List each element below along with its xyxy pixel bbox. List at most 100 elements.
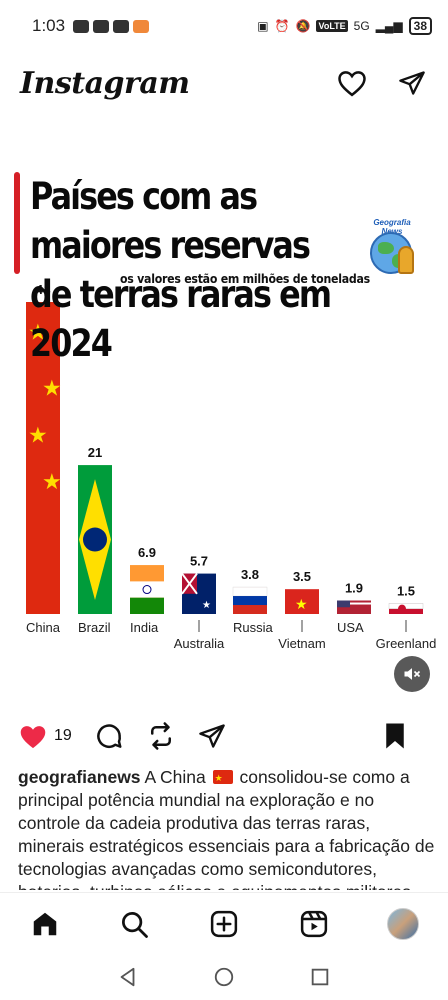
value-label-china: 44 xyxy=(36,282,51,297)
brazil-globe xyxy=(83,527,107,552)
app-notification-icon xyxy=(113,19,130,33)
bar-china xyxy=(26,302,60,614)
india-green-band xyxy=(130,597,164,614)
avatar xyxy=(387,907,420,940)
china-star-icon: ★ xyxy=(42,377,62,402)
comment-icon xyxy=(96,724,122,748)
like-button[interactable]: 19 xyxy=(18,723,72,750)
nav-reels[interactable] xyxy=(294,904,334,944)
greenland-white-band xyxy=(388,603,424,609)
alarm-icon: ⏰ xyxy=(274,19,290,33)
bar-chart: ★ ★ ★ ★ 44 China 21 Brazil 6.9 India ★ 5.7 Australia… xyxy=(26,282,437,651)
chart-title-line1: Países com as maiores reservas xyxy=(30,175,311,267)
australia-star-icon: ★ xyxy=(202,600,211,611)
status-time: 1:03 xyxy=(32,16,66,35)
recents-icon[interactable] xyxy=(309,966,331,988)
bookmark-icon xyxy=(386,723,404,749)
chess-knight-icon xyxy=(398,246,414,274)
chart-title: Países com as maiores reservas de terras… xyxy=(30,172,391,368)
mute-bell-icon: 🔕 xyxy=(295,19,311,33)
comment-button[interactable] xyxy=(94,721,124,751)
status-bar: 1:03 ▣ ⏰ 🔕 VoLTE 5G ▂▄▆ 38 xyxy=(0,0,448,52)
home-circle-icon[interactable] xyxy=(213,966,235,988)
repost-button[interactable] xyxy=(146,721,176,751)
australia-union-cross xyxy=(181,572,198,595)
geografia-news-logo: Geografia News xyxy=(364,218,420,278)
russia-blue-band xyxy=(233,596,267,606)
category-label-vietnam: Vietnam xyxy=(278,636,325,651)
caption-username[interactable]: geografianews xyxy=(18,767,141,787)
value-label-greenland: 1.5 xyxy=(397,583,415,598)
russia-white-band xyxy=(232,586,268,597)
share-icon xyxy=(198,724,225,748)
network-label: 5G xyxy=(353,19,370,33)
system-navigation xyxy=(0,954,448,1000)
nav-create[interactable] xyxy=(204,904,244,944)
value-label-vietnam: 3.5 xyxy=(293,569,311,584)
value-label-india: 6.9 xyxy=(138,545,156,560)
chart-card: ★ ★ ★ ★ 44 China 21 Brazil 6.9 India ★ 5.7 Australia… xyxy=(4,120,444,700)
india-white-band xyxy=(130,581,164,598)
vietnam-star-icon: ★ xyxy=(295,596,308,612)
bar-vietnam xyxy=(285,589,319,614)
share-button[interactable] xyxy=(198,722,226,750)
header-actions xyxy=(336,67,428,99)
value-label-usa: 1.9 xyxy=(345,581,363,596)
status-right: ▣ ⏰ 🔕 VoLTE 5G ▂▄▆ 38 xyxy=(257,17,432,35)
category-label-greenland: Greenland xyxy=(376,636,437,651)
repost-icon xyxy=(150,722,171,750)
china-star-icon: ★ xyxy=(28,423,48,448)
heart-filled-icon xyxy=(20,725,46,748)
value-label-australia: 5.7 xyxy=(190,554,208,569)
reels-icon xyxy=(300,910,327,937)
plus-square-icon xyxy=(210,910,238,937)
greenland-circle xyxy=(398,604,406,613)
nav-home[interactable] xyxy=(25,904,65,944)
value-label-russia: 3.8 xyxy=(241,567,259,582)
volte-icon: VoLTE xyxy=(316,20,348,32)
notification-icons xyxy=(73,19,150,33)
india-chakra xyxy=(142,585,152,595)
back-icon[interactable] xyxy=(117,966,139,988)
category-label-brazil: Brazil xyxy=(78,620,111,635)
instagram-logo[interactable]: Instagram xyxy=(20,65,190,101)
chart-title-line2: de terras raras em 2024 xyxy=(30,273,332,365)
china-flag-emoji xyxy=(212,767,233,790)
category-label-china: China xyxy=(26,620,61,635)
category-label-russia: Russia xyxy=(233,620,274,635)
logo-badge-text: Geografia News xyxy=(373,218,411,236)
app-header: Instagram xyxy=(0,52,448,114)
mute-toggle-button[interactable] xyxy=(394,656,430,692)
save-button[interactable] xyxy=(382,721,408,751)
signal-icon: ▂▄▆ xyxy=(375,19,403,33)
youtube-notification-icon xyxy=(93,19,110,33)
send-icon xyxy=(399,71,425,95)
caption-text-start: A China xyxy=(140,767,211,787)
post-caption: geografianews A China consolidou-se como… xyxy=(18,766,436,890)
value-label-brazil: 21 xyxy=(88,445,102,460)
caption-text-rest: consolidou-se como a principal potência … xyxy=(18,767,435,890)
search-icon xyxy=(122,911,149,938)
usa-canton xyxy=(337,600,350,608)
like-count[interactable]: 19 xyxy=(54,727,72,744)
china-star-icon: ★ xyxy=(28,320,48,345)
nav-search[interactable] xyxy=(114,904,154,944)
shield-notification-icon xyxy=(133,19,150,33)
category-label-usa: USA xyxy=(337,620,364,635)
nav-profile[interactable] xyxy=(383,904,423,944)
nfc-icon: ▣ xyxy=(257,19,269,33)
bottom-navigation xyxy=(0,892,448,954)
youtube-notification-icon xyxy=(73,19,90,33)
post-media[interactable]: ★ ★ ★ ★ 44 China 21 Brazil 6.9 India ★ 5.7 Australia… xyxy=(0,120,448,700)
category-label-india: India xyxy=(130,620,159,635)
notifications-button[interactable] xyxy=(336,67,368,99)
usa-white-stripe xyxy=(337,602,371,605)
post-action-bar: 19 xyxy=(0,712,448,760)
battery-icon: 38 xyxy=(408,17,432,35)
home-icon xyxy=(33,912,57,935)
messages-button[interactable] xyxy=(396,67,428,99)
title-accent-bar xyxy=(14,172,20,274)
category-label-australia: Australia xyxy=(174,636,225,651)
china-star-icon: ★ xyxy=(42,470,62,495)
chart-subtitle: os valores estão em milhões de toneladas xyxy=(120,271,370,286)
